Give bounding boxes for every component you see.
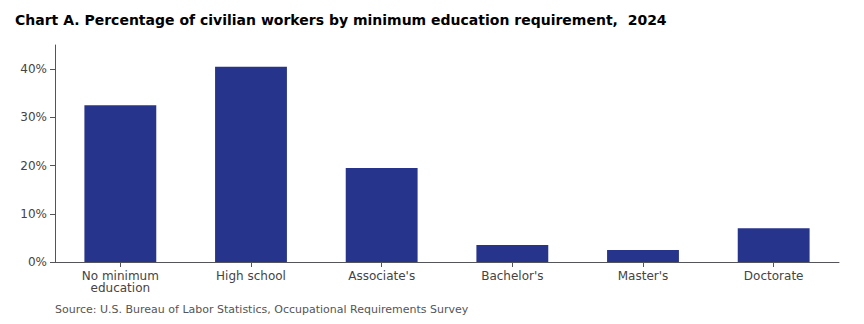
svg-text:10%: 10%	[20, 207, 47, 221]
svg-text:0%: 0%	[28, 255, 47, 269]
svg-text:30%: 30%	[20, 110, 47, 124]
svg-text:High school: High school	[216, 269, 286, 283]
svg-text:Master's: Master's	[618, 269, 669, 283]
svg-text:Associate's: Associate's	[348, 269, 415, 283]
svg-text:Chart A. Percentage of civilia: Chart A. Percentage of civilian workers …	[15, 12, 667, 28]
svg-text:Source: U.S. Bureau of Labor S: Source: U.S. Bureau of Labor Statistics,…	[55, 303, 469, 316]
svg-text:Bachelor's: Bachelor's	[481, 269, 543, 283]
svg-text:Doctorate: Doctorate	[744, 269, 804, 283]
svg-text:No minimum: No minimum	[81, 269, 159, 283]
svg-text:education: education	[91, 281, 151, 295]
svg-text:40%: 40%	[20, 62, 47, 76]
svg-text:20%: 20%	[20, 159, 47, 173]
